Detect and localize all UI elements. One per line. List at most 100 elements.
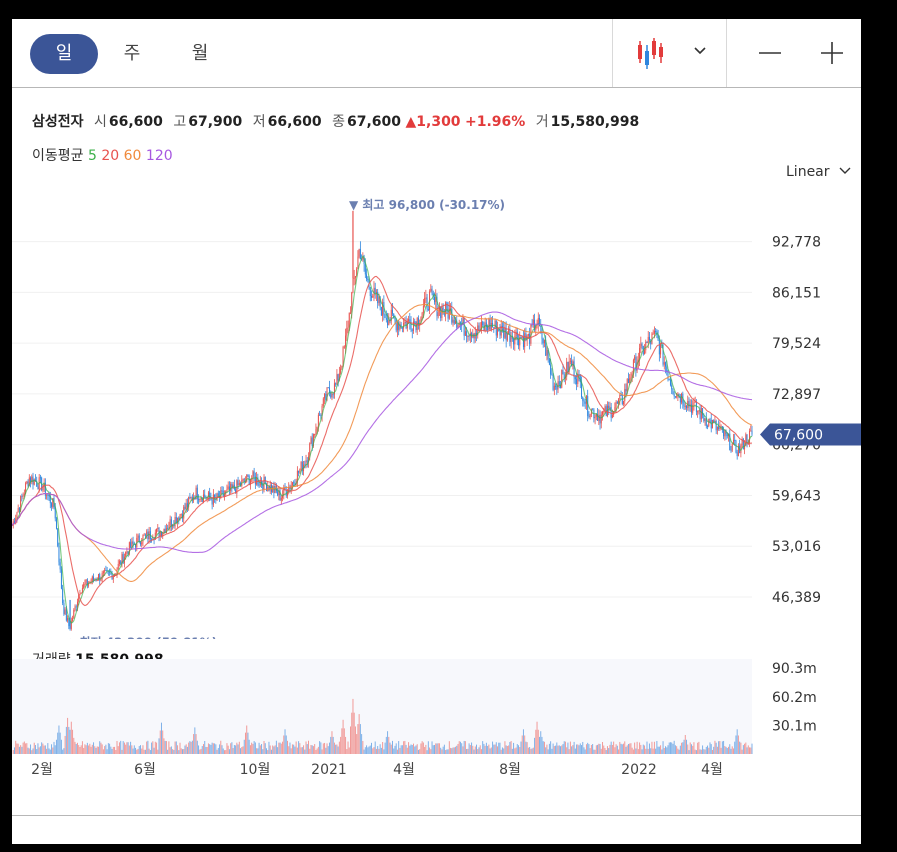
volume-bar: [425, 744, 427, 754]
candle-body: [485, 322, 487, 327]
volume-bar: [398, 741, 400, 754]
candle-body: [600, 414, 602, 424]
volume-bar: [366, 745, 368, 754]
volume-bar: [653, 741, 655, 754]
volume-bar: [619, 741, 621, 754]
candle-body: [188, 496, 190, 507]
candle-body: [33, 479, 35, 485]
candle-body: [226, 489, 228, 491]
volume-bar: [584, 749, 586, 754]
candle-body: [665, 362, 667, 367]
tab-daily[interactable]: 일: [30, 34, 98, 74]
volume-bar: [289, 742, 291, 754]
volume-bar: [36, 749, 38, 754]
candle-body: [400, 324, 402, 328]
candle-body: [227, 486, 229, 490]
volume-bar: [307, 740, 309, 754]
candle-body: [421, 312, 423, 318]
high-value: 67,900: [188, 114, 243, 130]
candle-body: [277, 491, 279, 496]
volume-bar: [264, 743, 266, 754]
volume-bar: [210, 744, 212, 754]
candle-body: [254, 476, 256, 485]
zoom-in-button[interactable]: [818, 39, 846, 67]
volume-bar: [487, 745, 489, 754]
candle-body: [551, 374, 553, 376]
volume-bar: [193, 734, 195, 754]
volume-bar: [623, 743, 625, 754]
candle-body: [563, 374, 565, 379]
volume-chart[interactable]: 90.3m 60.2m 30.1m 2월 6월 10월 2021 4월 8월 2022 4월: [12, 639, 861, 789]
volume-bar: [557, 745, 559, 754]
volume-bar: [214, 743, 216, 754]
volume-bar: [295, 741, 297, 754]
candle-body: [427, 309, 429, 311]
moving-average-legend[interactable]: 이동평균 5 20 60 120: [32, 145, 173, 165]
volume-bar: [484, 745, 486, 754]
candle-body: [443, 312, 445, 315]
candle-body: [73, 609, 75, 619]
candle-body: [20, 496, 22, 511]
x-tick-label: 2021: [311, 762, 347, 778]
volume-bar: [115, 749, 117, 754]
volume-bar: [652, 748, 654, 754]
tab-weekly[interactable]: 주: [123, 43, 141, 64]
candle-body: [515, 331, 517, 337]
volume-bar: [594, 749, 596, 754]
candle-body: [410, 322, 412, 330]
volume-bar: [160, 722, 162, 754]
volume-bar: [401, 745, 403, 754]
candle-body: [278, 490, 280, 496]
candle-body: [316, 426, 318, 430]
chart-type-selector[interactable]: [630, 35, 710, 71]
candle-body: [657, 334, 659, 341]
candle-body: [503, 328, 505, 338]
volume-bar: [73, 737, 75, 754]
volume-bar: [342, 719, 344, 754]
candle-body: [327, 387, 329, 389]
candle-body: [482, 321, 484, 326]
volume-bar: [689, 742, 691, 754]
candle-body: [183, 506, 185, 519]
volume-bar: [385, 736, 387, 754]
volume-bar: [430, 749, 432, 754]
candle-body: [451, 308, 453, 323]
price-chart[interactable]: 46,38953,01659,64366,27072,89779,52486,1…: [12, 194, 861, 639]
candle-body: [249, 479, 251, 485]
scale-selector[interactable]: Linear: [786, 164, 852, 180]
candle-body: [426, 297, 428, 310]
candle-body: [362, 256, 364, 260]
candle-body: [178, 517, 180, 521]
volume-bar: [669, 742, 671, 754]
volume-bar: [283, 735, 285, 754]
volume-bar: [141, 748, 143, 754]
candle-body: [640, 343, 642, 349]
volume-bar: [424, 746, 426, 754]
volume-bar: [552, 743, 554, 754]
volume-bar: [149, 750, 151, 754]
candle-body: [686, 405, 688, 409]
volume-bar: [498, 742, 500, 754]
volume-bar: [673, 740, 675, 754]
volume-bar: [720, 747, 722, 754]
volume-bar: [23, 741, 25, 754]
candle-body: [719, 427, 721, 430]
volume-bar: [396, 749, 398, 754]
zoom-out-button[interactable]: [754, 41, 784, 65]
volume-bar: [561, 745, 563, 754]
volume-bar: [346, 749, 348, 754]
tab-monthly[interactable]: 월: [191, 43, 209, 64]
volume-bar: [467, 748, 469, 754]
candle-body: [167, 528, 169, 530]
volume-bar: [314, 744, 316, 754]
y-tick-label: 46,389: [772, 590, 821, 606]
candle-body: [340, 368, 342, 374]
x-tick-label: 8월: [499, 762, 521, 778]
candle-body: [440, 306, 442, 318]
volume-bar: [679, 745, 681, 754]
y-tick-label: 59,643: [772, 488, 821, 504]
volume-bar: [604, 748, 606, 754]
candle-body: [634, 356, 636, 360]
candle-body: [337, 374, 339, 381]
candle-body: [498, 328, 500, 332]
